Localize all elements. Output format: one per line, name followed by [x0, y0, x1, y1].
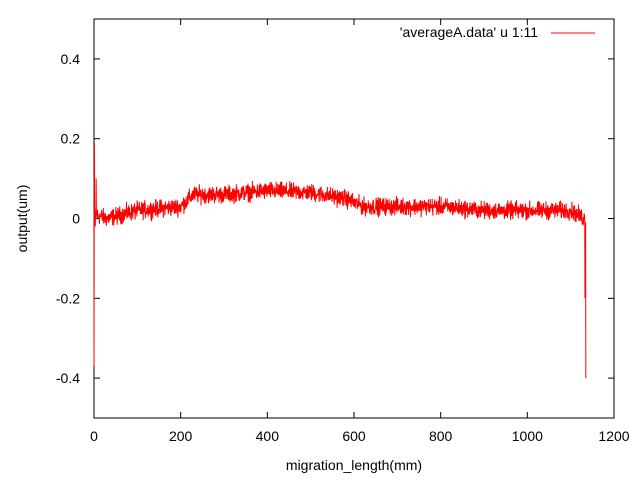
x-tick-label-2: 400: [256, 428, 280, 444]
y-tick-label-2: 0: [72, 211, 80, 227]
y-tick-label-4: 0.4: [61, 51, 81, 67]
x-axis-label: migration_length(mm): [286, 457, 422, 473]
legend: 'averageA.data' u 1:11: [400, 24, 595, 40]
x-tick-label-5: 1000: [512, 428, 543, 444]
ticks-layer: 0 200 400 600 800 1000 1200 -0.4 -0.2 0 0.2 0.4: [56, 19, 630, 444]
x-tick-label-6: 1200: [598, 428, 629, 444]
x-tick-label-3: 600: [342, 428, 366, 444]
y-tick-label-1: -0.2: [56, 290, 80, 306]
x-tick-label-0: 0: [90, 428, 98, 444]
x-tick-label-1: 200: [169, 428, 193, 444]
series-line-averageA: [93, 142, 587, 379]
x-tick-label-4: 800: [429, 428, 453, 444]
plot-frame: [93, 18, 615, 419]
legend-label: 'averageA.data' u 1:11: [400, 24, 538, 40]
y-tick-label-3: 0.2: [61, 131, 81, 147]
y-axis-label: output(um): [14, 185, 30, 253]
y-tick-label-0: -0.4: [56, 370, 80, 386]
